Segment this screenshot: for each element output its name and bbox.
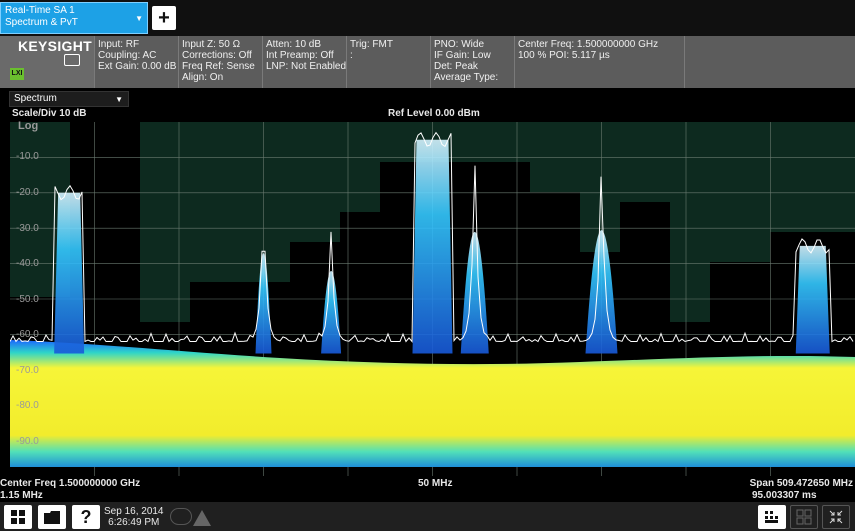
atten: Atten: 10 dB <box>266 39 322 50</box>
windows-icon <box>11 510 25 524</box>
signal-peak <box>54 192 85 354</box>
center-freq-info: Center Freq: 1.500000000 GHz <box>518 39 659 50</box>
input-z: Input Z: 50 Ω <box>182 39 241 50</box>
layout-button[interactable] <box>790 505 818 529</box>
file-button[interactable] <box>38 505 66 529</box>
ref-level-label: Ref Level 0.00 dBm <box>388 108 480 119</box>
question-icon: ? <box>80 506 92 527</box>
y-tick-label: -50.0 <box>16 294 39 305</box>
tab-title-line2: Spectrum & PvT <box>5 17 78 28</box>
pno-settings[interactable]: PNO: Wide IF Gain: Low Det: Peak Average… <box>430 36 514 88</box>
keypad-icon <box>765 511 778 523</box>
date: Sep 16, 2014 <box>104 506 164 517</box>
ext-gain: Ext Gain: 0.00 dB <box>98 61 177 72</box>
average-type: Average Type: <box>434 72 499 83</box>
align: Align: On <box>182 72 224 83</box>
spectrum-panel: Spectrum ▼ Scale/Div 10 dB Ref Level 0.0… <box>0 88 855 502</box>
y-tick-label: -30.0 <box>16 223 39 234</box>
y-tick-label: -60.0 <box>16 329 39 340</box>
tab-title-line1: Real-Time SA 1 <box>5 5 75 16</box>
chevron-down-icon: ▼ <box>135 14 143 23</box>
y-tick-label: -90.0 <box>16 436 39 447</box>
time: 6:26:49 PM <box>108 517 160 528</box>
keypad-button[interactable] <box>758 505 786 529</box>
signal-peak <box>321 270 342 354</box>
atten-settings[interactable]: Atten: 10 dB Int Preamp: Off LNP: Not En… <box>262 36 346 88</box>
brand-logo: KEYSIGHT <box>18 38 92 54</box>
poi-info: 100 % POI: 5.117 µs <box>518 50 610 61</box>
help-button[interactable]: ? <box>72 505 100 529</box>
signals <box>54 139 830 354</box>
trig-extra: : <box>350 50 353 61</box>
trigger-settings[interactable]: Trig: FMT : <box>346 36 430 88</box>
persistence-floor <box>10 340 855 467</box>
grid-layout-icon <box>796 509 812 525</box>
center-freq-label: Center Freq 1.500000000 GHz <box>0 478 141 489</box>
input-z-settings[interactable]: Input Z: 50 Ω Corrections: Off Freq Ref:… <box>178 36 262 88</box>
lnp: LNP: Not Enabled <box>266 61 346 72</box>
int-preamp: Int Preamp: Off <box>266 50 334 61</box>
y-tick-label: -70.0 <box>16 365 39 376</box>
view-select[interactable]: Spectrum ▼ <box>9 91 129 107</box>
input-rf: Input: RF <box>98 39 140 50</box>
signal-peak <box>585 230 618 354</box>
freq-ref: Freq Ref: Sense <box>182 61 255 72</box>
coupling: Coupling: AC <box>98 50 157 61</box>
span-label: Span 509.472650 MHz <box>749 478 853 489</box>
taskbar: ? Sep 16, 2014 6:26:49 PM <box>0 502 855 531</box>
input-settings[interactable]: Input: RF Coupling: AC Ext Gain: 0.00 dB <box>94 36 178 88</box>
minimize-button[interactable] <box>822 505 850 529</box>
div-label: 50 MHz <box>418 478 453 489</box>
corrections: Corrections: Off <box>182 50 252 61</box>
y-tick-label: -20.0 <box>16 187 39 198</box>
view-select-label: Spectrum <box>14 93 57 104</box>
collapse-icon <box>829 510 843 524</box>
spectrum-plot[interactable] <box>10 122 855 476</box>
log-label: Log <box>18 120 39 132</box>
y-tick-label: -40.0 <box>16 258 39 269</box>
plus-icon: + <box>158 7 170 29</box>
date-time: Sep 16, 2014 6:26:49 PM <box>104 506 164 528</box>
warning-triangle-icon[interactable] <box>193 510 211 526</box>
freq-settings[interactable]: Center Freq: 1.500000000 GHz 100 % POI: … <box>514 36 684 88</box>
sweep-time-label: 95.003307 ms <box>752 490 817 501</box>
signal-peak <box>412 139 453 354</box>
detector: Det: Peak <box>434 61 478 72</box>
windows-button[interactable] <box>4 505 32 529</box>
trig: Trig: FMT <box>350 39 393 50</box>
if-gain: IF Gain: Low <box>434 50 491 61</box>
chat-bubble-icon[interactable] <box>170 508 192 525</box>
brand-block: KEYSIGHT LXI <box>0 36 94 88</box>
rbw-label: 1.15 MHz <box>0 490 43 501</box>
settings-bar: KEYSIGHT LXI Input: RF Coupling: AC Ext … <box>0 36 855 88</box>
chevron-down-icon: ▼ <box>115 95 123 104</box>
empty-info-col <box>684 36 855 88</box>
signal-peak <box>255 253 272 354</box>
lxi-icon: LXI <box>10 68 24 80</box>
tab-real-time-sa[interactable]: Real-Time SA 1 Spectrum & PvT ▼ <box>0 2 148 34</box>
y-tick-label: -10.0 <box>16 151 39 162</box>
signal-peak <box>795 245 830 354</box>
folder-icon <box>44 511 60 524</box>
trace-line <box>10 131 854 343</box>
scale-div-label: Scale/Div 10 dB <box>12 108 87 119</box>
tab-bar: Real-Time SA 1 Spectrum & PvT ▼ + <box>0 0 855 36</box>
add-tab-button[interactable]: + <box>152 6 176 30</box>
y-tick-label: -80.0 <box>16 400 39 411</box>
pno: PNO: Wide <box>434 39 485 50</box>
message-icon[interactable] <box>64 54 80 66</box>
